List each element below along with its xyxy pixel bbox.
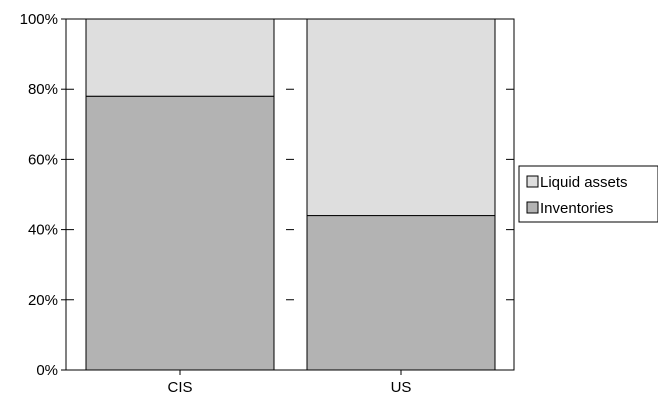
bar-inventories <box>306 215 496 371</box>
y-tick-label: 40% <box>28 222 58 239</box>
y-tick-label: 60% <box>28 151 58 168</box>
legend-swatch <box>526 175 539 188</box>
legend-label: Liquid assets <box>540 174 628 191</box>
y-tick-label: 20% <box>28 292 58 309</box>
y-tick-label: 80% <box>28 81 58 98</box>
x-tick-label: US <box>391 379 412 396</box>
y-tick-label: 0% <box>36 362 58 379</box>
plot-frame <box>65 18 515 371</box>
legend-swatch <box>526 201 539 214</box>
bar-liquid-assets <box>85 18 275 97</box>
x-tick-label: CIS <box>167 379 192 396</box>
legend-label: Inventories <box>540 200 613 217</box>
legend-box <box>518 165 658 223</box>
bar-inventories <box>85 95 275 371</box>
y-tick-label: 100% <box>20 11 58 28</box>
bar-liquid-assets <box>306 18 496 217</box>
